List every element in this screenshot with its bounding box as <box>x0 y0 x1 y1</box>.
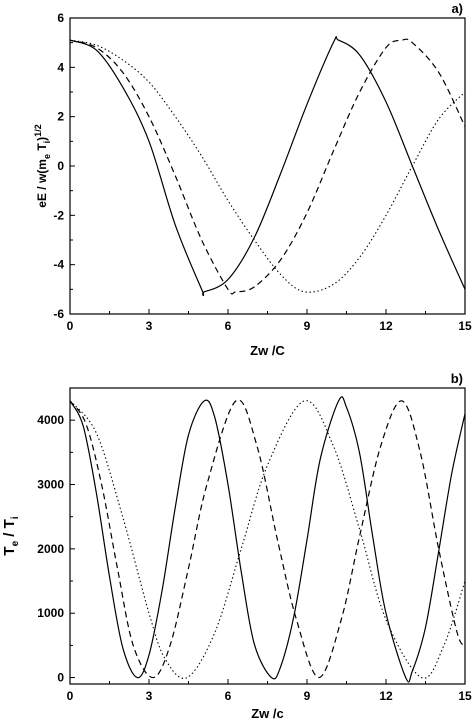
panel-b-y-tick-label: 0 <box>57 671 64 685</box>
panel-b-series-dashed <box>69 399 466 679</box>
panel-a-y-tick-label: -6 <box>53 307 64 321</box>
panel-b-ylabel-sub2: i <box>10 516 21 519</box>
panel-a: 0 3 6 9 12 15 -6 -4 -2 0 2 4 6 a) Zw /C eE / w(me Ti… <box>33 1 472 358</box>
panel-b-y-tick-label: 2000 <box>37 542 64 556</box>
panel-b-y-tick-label: 1000 <box>37 606 64 620</box>
panel-b-x-axis-label: Zw /c <box>251 706 284 720</box>
panel-a-y-axis-label: eE / w(me Ti)1/2 <box>33 124 52 207</box>
panel-b-series-solid <box>69 396 466 683</box>
panel-a-ylabel-main: eE / w(m <box>35 159 49 208</box>
panel-b-x-tick-label: 0 <box>67 689 74 703</box>
panel-b-y-tick-label: 3000 <box>37 478 64 492</box>
panel-a-ticks: 0 3 6 9 12 15 -6 -4 -2 0 2 4 6 <box>53 11 472 333</box>
panel-b-label: b) <box>451 371 463 386</box>
panel-a-label: a) <box>451 1 463 16</box>
panel-a-x-tick-label: 12 <box>379 319 393 333</box>
panel-b-x-tick-label: 15 <box>458 689 472 703</box>
panel-a-x-tick-label: 15 <box>458 319 472 333</box>
panel-a-y-tick-label: 6 <box>57 11 64 25</box>
panel-a-series-solid <box>69 36 466 297</box>
panel-a-y-tick-label: -2 <box>53 208 64 222</box>
panel-a-x-tick-label: 0 <box>67 319 74 333</box>
panel-b-x-tick-label: 3 <box>146 689 153 703</box>
panel-a-ylabel-close: ) <box>35 137 49 141</box>
panel-a-y-tick-label: -4 <box>53 258 64 272</box>
panel-b-ticks: 0 3 6 9 12 15 0 1000 2000 3000 4000 <box>37 413 472 703</box>
panel-b-x-tick-label: 6 <box>225 689 232 703</box>
panel-b-series <box>69 396 466 683</box>
panel-b-ylabel-main: T <box>1 546 18 555</box>
panel-a-series-dashed <box>69 38 466 295</box>
panel-a-ylabel-sup: 1/2 <box>33 124 43 137</box>
panel-a-frame <box>69 17 466 315</box>
panel-a-x-tick-label: 9 <box>304 319 311 333</box>
panel-b-x-tick-label: 12 <box>379 689 393 703</box>
panel-a-y-tick-label: 0 <box>57 159 64 173</box>
panel-b-y-tick-label: 4000 <box>37 413 64 427</box>
panel-a-ylabel-mid: T <box>35 143 49 154</box>
panel-a-y-tick-label: 4 <box>57 60 64 74</box>
panel-a-series-dotted <box>69 39 466 293</box>
panel-a-x-tick-label: 3 <box>146 319 153 333</box>
panel-a-y-tick-label: 2 <box>57 110 64 124</box>
panel-b: 0 3 6 9 12 15 0 1000 2000 3000 4000 b) Zw /c Te / … <box>1 371 472 720</box>
panel-a-ylabel-sub1: e <box>42 154 52 159</box>
panel-b-ylabel-sub1: e <box>10 540 21 546</box>
panel-b-series-dotted <box>69 400 466 679</box>
panel-b-ylabel-mid: / T <box>1 519 18 541</box>
panel-b-frame <box>69 387 466 685</box>
panel-a-x-tick-label: 6 <box>225 319 232 333</box>
panel-b-y-axis-label: Te / Ti <box>1 516 21 555</box>
panel-a-ylabel-sub2: i <box>42 141 52 144</box>
panel-a-x-axis-label: Zw /C <box>250 343 285 358</box>
panel-a-series <box>69 36 466 297</box>
panel-b-x-tick-label: 9 <box>304 689 311 703</box>
